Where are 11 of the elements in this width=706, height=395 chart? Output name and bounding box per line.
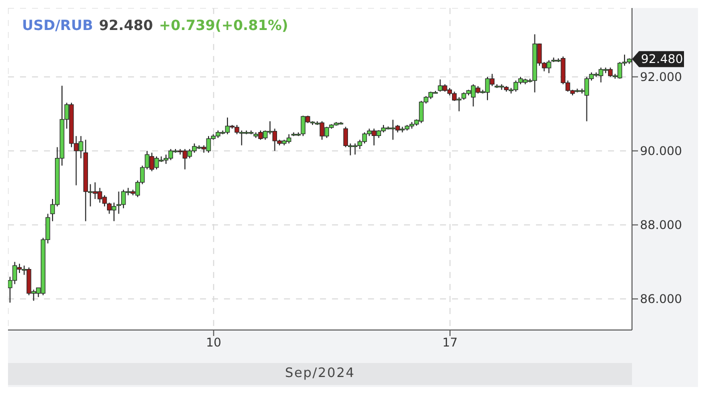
x-tick-label: 10	[206, 336, 222, 350]
y-tick-label: 88.000	[640, 218, 682, 232]
x-axis-title: Sep/2024	[8, 363, 632, 385]
annotation: +0.739(+0.81%)	[159, 18, 288, 34]
y-tick-label: 92.000	[640, 70, 682, 84]
annotation: 92.480	[99, 18, 154, 34]
text: USD/RUB	[22, 18, 94, 34]
text: 92.480	[641, 52, 683, 66]
x-tick-label: 17	[442, 336, 458, 350]
y-tick-label: 90.000	[640, 144, 682, 158]
y-tick-label: 86.000	[640, 292, 682, 306]
